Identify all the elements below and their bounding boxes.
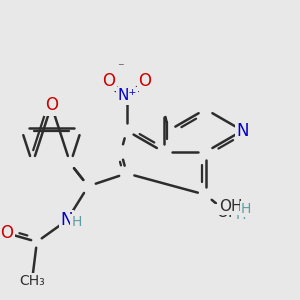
Text: OH: OH <box>216 205 239 220</box>
Text: H: H <box>72 215 82 230</box>
Text: N⁺: N⁺ <box>117 88 136 103</box>
Text: H: H <box>235 208 245 222</box>
Text: N: N <box>61 212 73 230</box>
Text: ⁻: ⁻ <box>117 61 123 74</box>
Text: O: O <box>138 72 151 90</box>
Text: O: O <box>1 224 13 242</box>
Text: O: O <box>45 96 58 114</box>
Text: OH: OH <box>219 199 242 214</box>
Text: O: O <box>102 72 115 90</box>
Text: O: O <box>102 72 115 90</box>
Text: H: H <box>241 202 251 216</box>
Text: N: N <box>236 122 249 140</box>
Text: CH₃: CH₃ <box>20 274 46 288</box>
